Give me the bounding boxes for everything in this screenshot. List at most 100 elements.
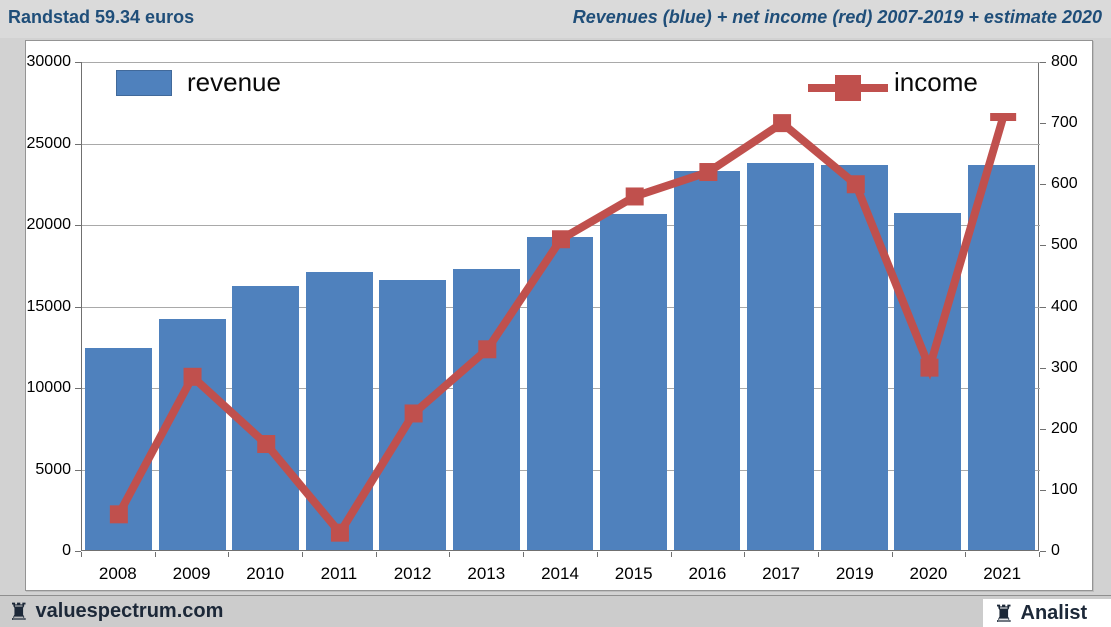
bar-slot [744, 62, 818, 550]
bottom-axis-tick [228, 552, 230, 557]
stock-title: Randstad 59.34 euros [8, 7, 195, 27]
x-axis-label: 2011 [320, 564, 358, 583]
y-axis-label-right: 800 [1051, 53, 1078, 70]
x-axis-label: 2019 [835, 564, 874, 583]
income-marker [846, 175, 865, 194]
x-axis-label: 2008 [98, 564, 137, 583]
header-bar: Randstad 59.34 euros Revenues (blue) + n… [0, 0, 1111, 38]
plot-area [81, 62, 1040, 551]
legend-revenue-swatch [116, 70, 172, 96]
revenue-bar [747, 162, 814, 550]
left-axis-tick [75, 306, 81, 308]
y-axis-label-right: 500 [1051, 236, 1078, 254]
right-axis-tick [1040, 62, 1046, 63]
x-axis-label: 2012 [393, 564, 432, 583]
y-axis-label-right: 400 [1051, 297, 1078, 315]
y-axis-label-left: 5000 [35, 460, 71, 478]
y-axis-label-right: 300 [1051, 358, 1078, 376]
income-marker [109, 505, 128, 524]
x-axis-label: 2013 [467, 564, 506, 583]
income-marker [625, 187, 644, 206]
bottom-axis-tick [449, 552, 451, 557]
y-axis-label-left: 0 [62, 542, 71, 559]
left-axis-tick [75, 143, 81, 145]
gridline [82, 62, 1040, 63]
income-line-endcap [990, 113, 1017, 122]
left-axis-tick [75, 62, 81, 63]
income-marker [183, 367, 202, 386]
y-axis-label-right: 0 [1051, 542, 1060, 559]
x-axis-label: 2016 [688, 564, 727, 583]
left-axis-tick [75, 388, 81, 389]
rook-icon: ♜ [993, 599, 1015, 627]
bottom-axis-tick [1039, 552, 1040, 557]
income-marker [330, 523, 349, 542]
revenue-bar [158, 319, 226, 550]
income-line-layer [109, 113, 1017, 542]
bottom-axis-tick [817, 552, 819, 557]
bottom-axis-tick [744, 552, 746, 557]
y-axis-label-left: 10000 [26, 379, 72, 396]
bar-slot [156, 62, 230, 550]
bar-slot [964, 62, 1038, 550]
y-axis-label-left: 30000 [26, 53, 72, 70]
bar-slot [523, 62, 597, 550]
income-marker [478, 340, 497, 359]
footer-bar: ♜ valuespectrum.com ♜ Analist [0, 595, 1111, 627]
valuespectrum-label: valuespectrum.com [35, 600, 224, 622]
x-axis-label: 2021 [983, 564, 1022, 583]
y-axis-label-right: 200 [1051, 419, 1078, 437]
left-axis-tick [75, 469, 81, 471]
gridline [82, 225, 1040, 226]
right-axis-tick [1040, 306, 1046, 308]
y-axis-label-right: 700 [1051, 114, 1078, 132]
revenue-bar [967, 164, 1035, 550]
bottom-axis-tick [302, 552, 304, 557]
y-axis-label-right: 600 [1051, 175, 1078, 193]
analist-label: Analist [1020, 602, 1088, 624]
x-axis-label: 2009 [172, 564, 211, 583]
chart-panel: revenue income 0 5000 10000 15000 20000 25000… [25, 40, 1093, 591]
analist-brand: ♜ Analist [983, 599, 1111, 627]
x-axis-label: 2017 [762, 564, 800, 583]
bottom-axis-tick [154, 552, 156, 557]
x-axis-label: 2010 [246, 564, 285, 583]
bottom-axis-tick [965, 552, 967, 557]
chart-title: Revenues (blue) + net income (red) 2007-… [572, 7, 1102, 27]
bottom-axis-tick [81, 552, 82, 557]
income-line [115, 115, 1008, 540]
rook-icon: ♜ [8, 597, 30, 626]
revenue-bar [526, 237, 594, 550]
income-marker [552, 230, 570, 249]
bottom-axis-tick [523, 552, 525, 557]
legend-income-label: income [894, 67, 978, 97]
income-marker [404, 404, 423, 423]
right-axis-tick [1040, 123, 1046, 125]
bottom-axis-tick [596, 552, 598, 557]
right-axis-tick [1040, 245, 1046, 247]
income-marker [773, 114, 792, 133]
right-axis-tick [1040, 489, 1046, 491]
revenue-bar [894, 212, 962, 550]
y-axis-label-left: 25000 [26, 134, 72, 152]
gridline [82, 143, 1040, 145]
y-axis-label-left: 15000 [26, 297, 72, 315]
bar-slot [597, 62, 671, 550]
x-axis-label: 2015 [614, 564, 653, 583]
legend-income-marker-icon [835, 75, 861, 101]
right-axis-tick [1040, 428, 1046, 430]
left-axis-tick [75, 551, 81, 552]
left-axis-tick [75, 225, 81, 226]
bar-slot [670, 62, 744, 550]
bottom-axis-tick [375, 552, 377, 557]
legend-revenue-label: revenue [187, 67, 281, 97]
right-axis-tick [1040, 367, 1046, 369]
right-axis-tick [1040, 184, 1046, 186]
x-axis-label: 2020 [909, 564, 948, 583]
valuespectrum-brand: ♜ valuespectrum.com [8, 596, 223, 627]
revenue-bar [600, 213, 667, 550]
x-axis-label: 2014 [541, 564, 579, 583]
y-axis-label-left: 20000 [26, 216, 72, 233]
income-marker [257, 435, 276, 454]
bar-slot [891, 62, 965, 550]
